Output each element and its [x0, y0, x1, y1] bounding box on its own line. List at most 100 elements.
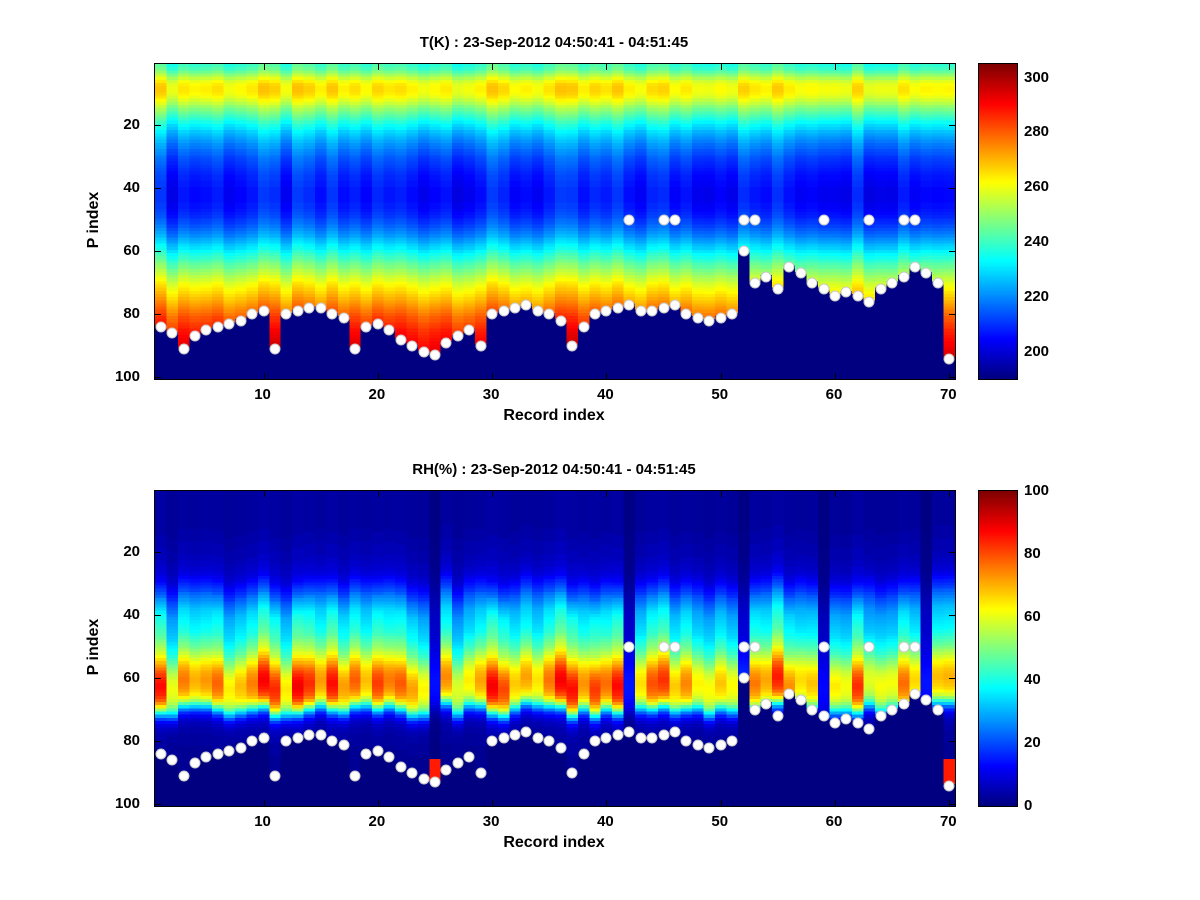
surface-marker	[315, 729, 327, 741]
x-tick-label: 50	[711, 813, 729, 830]
surface-marker	[406, 767, 418, 779]
surface-marker	[589, 308, 601, 320]
surface-marker	[658, 641, 670, 653]
surface-marker	[909, 214, 921, 226]
surface-marker	[680, 308, 692, 320]
surface-marker	[738, 214, 750, 226]
x-tick-label: 10	[254, 386, 271, 403]
surface-marker	[692, 312, 704, 324]
axis-tick-mark	[949, 314, 955, 316]
axis-tick-mark	[155, 377, 161, 379]
temperature-xlabel: Record index	[503, 407, 605, 424]
x-tick-label: 40	[597, 813, 614, 830]
axis-tick-mark	[377, 64, 379, 70]
axis-tick-mark	[606, 800, 608, 806]
surface-marker	[806, 704, 818, 716]
y-tick-label: 60	[123, 669, 140, 687]
axis-tick-mark	[720, 373, 722, 379]
surface-marker	[840, 713, 852, 725]
surface-marker	[189, 330, 201, 342]
surface-marker	[223, 318, 235, 330]
temperature-heatmap-canvas	[155, 64, 955, 379]
surface-marker	[475, 767, 487, 779]
axis-tick-mark	[492, 491, 494, 497]
surface-marker	[463, 324, 475, 336]
surface-marker	[818, 283, 830, 295]
axis-tick-mark	[492, 64, 494, 70]
x-tick-label: 20	[368, 386, 386, 403]
temperature-ytick-labels: 20 40 60 80 100	[100, 63, 146, 385]
surface-marker	[418, 346, 430, 358]
surface-marker	[532, 305, 544, 317]
surface-marker	[498, 305, 510, 317]
y-tick-label: 20	[123, 116, 140, 134]
surface-marker	[898, 214, 910, 226]
surface-marker	[578, 748, 590, 760]
surface-marker	[326, 735, 338, 747]
axis-tick-mark	[835, 800, 836, 806]
surface-marker	[749, 214, 761, 226]
axis-tick-mark	[377, 373, 379, 379]
surface-marker	[600, 732, 612, 744]
surface-marker	[212, 748, 224, 760]
surface-marker	[612, 729, 624, 741]
surface-marker	[520, 299, 532, 311]
surface-marker	[818, 710, 830, 722]
surface-marker	[189, 757, 201, 769]
axis-tick-mark	[720, 491, 722, 497]
axis-tick-mark	[949, 741, 955, 743]
colorbar-tick-label: 300	[1024, 68, 1050, 86]
x-tick-label: 20	[368, 813, 386, 830]
humidity-xtick-labels: 10 20 30 40 50 60 70	[154, 813, 956, 833]
surface-marker	[395, 761, 407, 773]
x-tick-label: 30	[482, 813, 500, 830]
surface-marker	[166, 754, 178, 766]
surface-marker	[520, 726, 532, 738]
colorbar-tick-label: 40	[1024, 671, 1041, 688]
axis-tick-mark	[835, 64, 836, 70]
axis-tick-mark	[155, 804, 161, 806]
surface-marker	[463, 751, 475, 763]
surface-marker	[578, 321, 590, 333]
axis-tick-mark	[949, 615, 955, 617]
surface-marker	[486, 308, 498, 320]
temperature-colorbar-canvas	[979, 64, 1017, 379]
y-tick-label: 20	[123, 543, 140, 561]
colorbar-tick-label: 240	[1024, 233, 1050, 251]
surface-marker	[783, 688, 795, 700]
surface-marker	[280, 735, 292, 747]
axis-tick-mark	[155, 552, 161, 554]
surface-marker	[692, 739, 704, 751]
y-tick-label: 80	[123, 305, 140, 323]
colorbar-tick-label: 60	[1024, 608, 1041, 625]
humidity-colorbar-labels: 0 20 40 60 80 100	[1024, 482, 1084, 814]
axis-tick-mark	[949, 800, 951, 806]
surface-marker	[863, 214, 875, 226]
axis-tick-mark	[155, 615, 161, 617]
surface-marker	[475, 340, 487, 352]
surface-marker	[406, 340, 418, 352]
surface-marker	[909, 688, 921, 700]
surface-marker	[486, 735, 498, 747]
surface-marker	[749, 277, 761, 289]
surface-marker	[566, 767, 578, 779]
x-tick-label: 10	[254, 813, 271, 830]
humidity-xlabel: Record index	[503, 834, 605, 851]
surface-marker	[612, 302, 624, 314]
surface-marker	[795, 694, 807, 706]
surface-marker	[635, 732, 647, 744]
surface-marker	[898, 271, 910, 283]
humidity-colorbar	[978, 490, 1018, 807]
surface-marker	[440, 764, 452, 776]
colorbar-tick-label: 0	[1024, 797, 1033, 814]
surface-marker	[155, 321, 167, 333]
surface-marker	[258, 732, 270, 744]
axis-tick-mark	[949, 251, 955, 253]
surface-marker	[680, 735, 692, 747]
surface-marker	[932, 277, 944, 289]
surface-marker	[292, 305, 304, 317]
surface-marker	[269, 770, 281, 782]
surface-marker	[726, 735, 738, 747]
axis-tick-mark	[263, 800, 265, 806]
surface-marker	[715, 312, 727, 324]
